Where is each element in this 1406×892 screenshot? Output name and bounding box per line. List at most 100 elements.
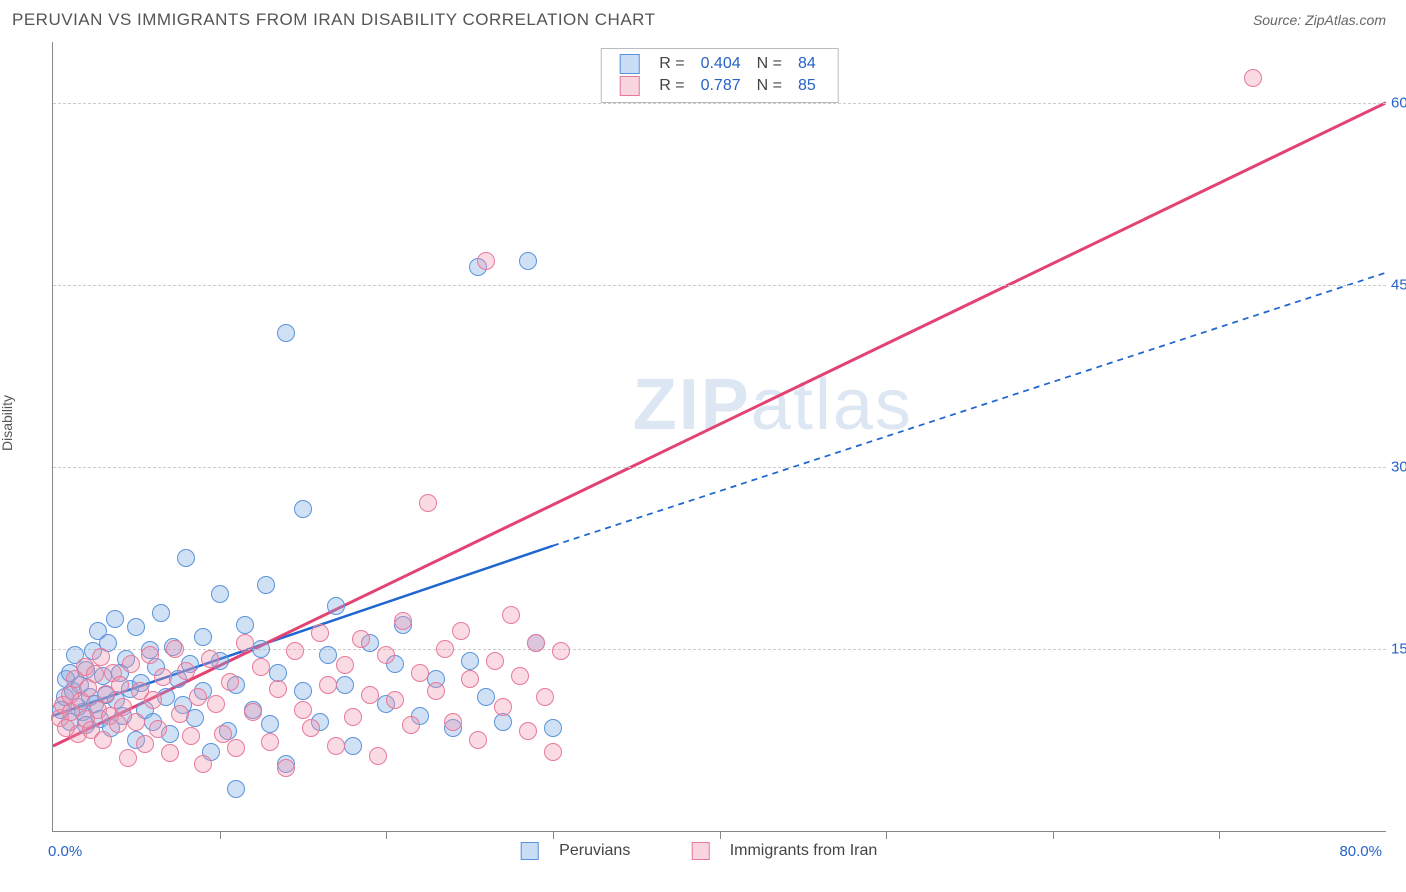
data-point [377,646,395,664]
series-legend: Peruvians Immigrants from Iran [513,842,886,860]
gridline [53,467,1386,468]
data-point [109,715,127,733]
r-value-b: 0.787 [693,75,749,97]
data-point [477,252,495,270]
watermark: ZIPatlas [633,364,913,446]
data-point [394,612,412,630]
data-point [194,755,212,773]
data-point [494,698,512,716]
n-value-b: 85 [790,75,824,97]
data-point [277,324,295,342]
data-point [302,719,320,737]
swatch-peruvians [619,54,639,74]
data-point [352,630,370,648]
chart-title: PERUVIAN VS IMMIGRANTS FROM IRAN DISABIL… [12,10,656,30]
data-point [327,597,345,615]
data-point [106,610,124,628]
data-point [1244,69,1262,87]
data-point [214,725,232,743]
x-tick [553,831,554,839]
data-point [311,624,329,642]
chart-container: Disability ZIPatlas R = 0.404 N = 84 R =… [12,42,1386,874]
data-point [294,701,312,719]
data-point [149,720,167,738]
legend-label-a: Peruvians [559,842,630,859]
y-tick-label: 30.0% [1391,458,1406,475]
data-point [261,715,279,733]
data-point [469,731,487,749]
data-point [257,576,275,594]
data-point [294,682,312,700]
data-point [177,549,195,567]
data-point [252,658,270,676]
data-point [436,640,454,658]
data-point [361,686,379,704]
data-point [127,618,145,636]
legend-label-b: Immigrants from Iran [730,842,878,859]
data-point [136,735,154,753]
data-point [122,655,140,673]
data-point [502,606,520,624]
data-point [261,733,279,751]
data-point [244,703,262,721]
swatch-a-bottom [521,842,539,860]
data-point [236,634,254,652]
data-point [336,676,354,694]
data-point [544,719,562,737]
x-tick [386,831,387,839]
data-point [177,662,195,680]
data-point [411,664,429,682]
data-point [402,716,420,734]
gridline [53,285,1386,286]
data-point [211,585,229,603]
n-label-a: N = [749,53,790,75]
data-point [519,252,537,270]
data-point [166,640,184,658]
r-label-b: R = [651,75,692,97]
data-point [344,737,362,755]
data-point [286,642,304,660]
x-tick [1219,831,1220,839]
data-point [114,698,132,716]
data-point [511,667,529,685]
data-point [519,722,537,740]
swatch-b-bottom [691,842,709,860]
data-point [294,500,312,518]
data-point [194,628,212,646]
data-point [119,749,137,767]
data-point [227,739,245,757]
x-tick [1053,831,1054,839]
y-tick-label: 45.0% [1391,276,1406,293]
data-point [427,682,445,700]
data-point [201,650,219,668]
data-point [461,670,479,688]
data-point [269,680,287,698]
data-point [207,695,225,713]
correlation-legend: R = 0.404 N = 84 R = 0.787 N = 85 [600,48,839,103]
data-point [141,646,159,664]
x-min-label: 0.0% [48,843,82,860]
data-point [111,676,129,694]
data-point [544,743,562,761]
data-point [189,688,207,706]
n-value-a: 84 [790,53,824,75]
data-point [94,731,112,749]
y-axis-label: Disability [0,395,15,451]
plot-area: ZIPatlas R = 0.404 N = 84 R = 0.787 N = … [52,42,1386,832]
r-label-a: R = [651,53,692,75]
n-label-b: N = [749,75,790,97]
data-point [92,648,110,666]
data-point [336,656,354,674]
x-tick [220,831,221,839]
data-point [536,688,554,706]
data-point [236,616,254,634]
legend-row-iran: R = 0.787 N = 85 [611,75,824,97]
y-tick-label: 60.0% [1391,94,1406,111]
data-point [461,652,479,670]
data-point [127,713,145,731]
gridline [53,103,1386,104]
y-tick-label: 15.0% [1391,640,1406,657]
legend-row-peruvians: R = 0.404 N = 84 [611,53,824,75]
data-point [477,688,495,706]
data-point [327,737,345,755]
